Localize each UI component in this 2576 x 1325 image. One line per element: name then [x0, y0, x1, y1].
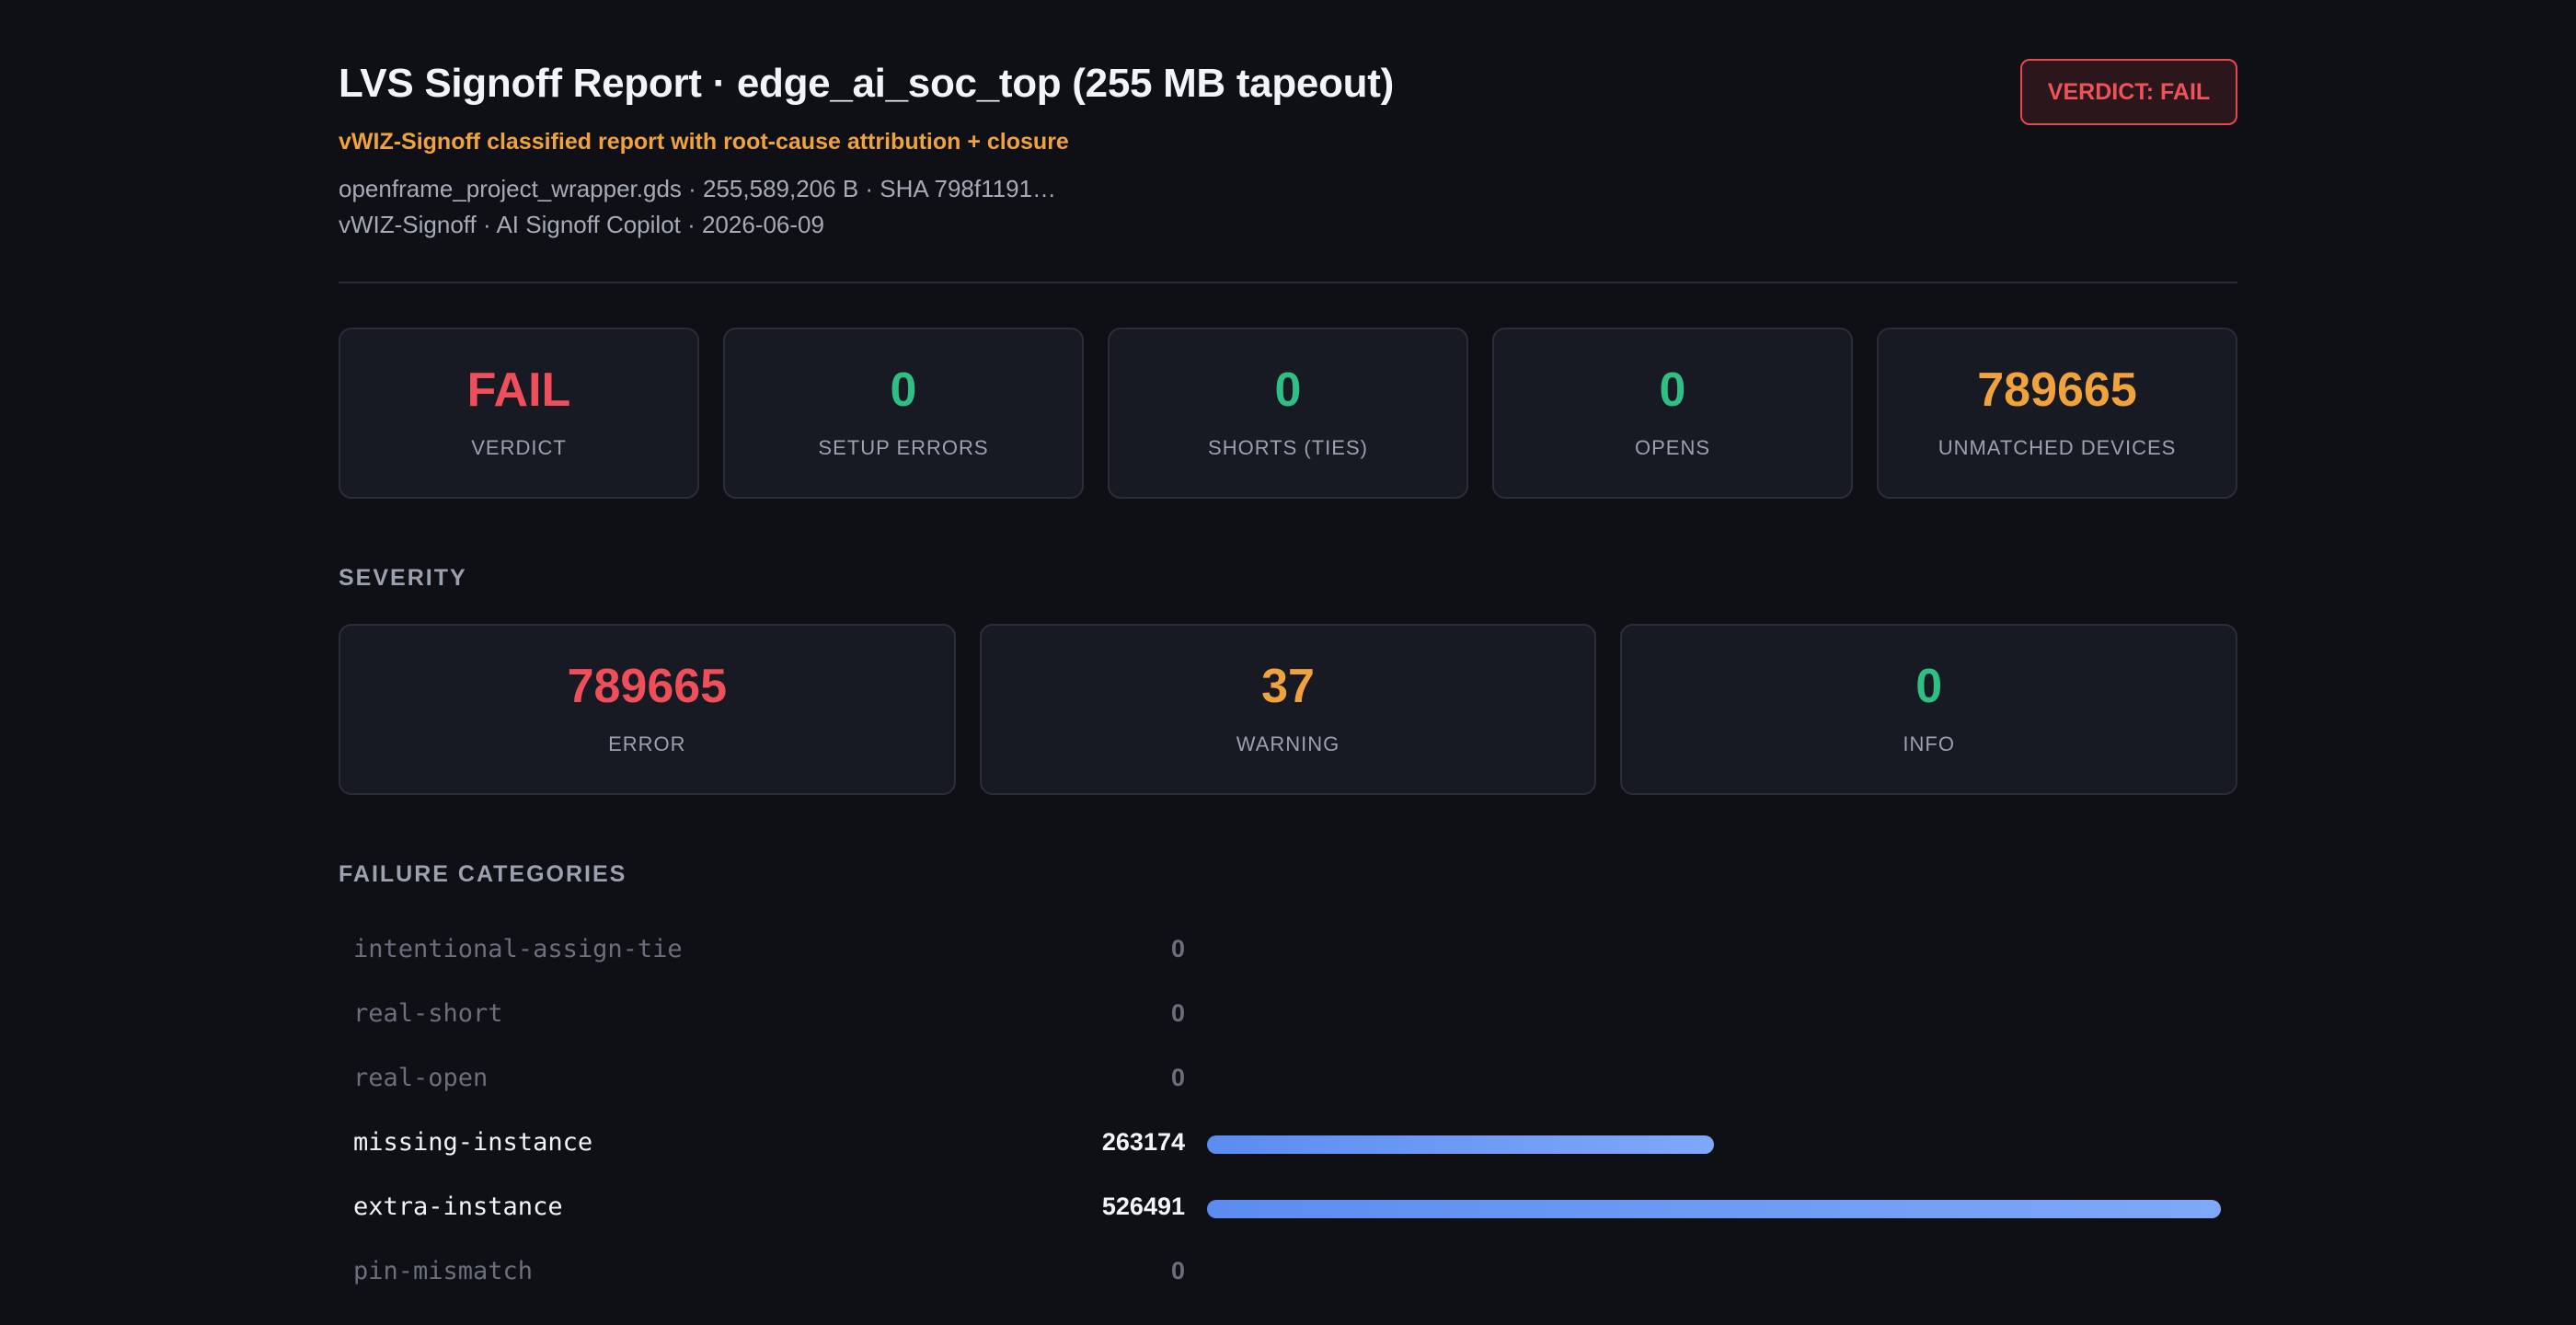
- category-row: missing-instance 263174: [339, 1112, 2237, 1176]
- category-name: intentional-assign-tie: [353, 935, 683, 963]
- category-count: 0: [1170, 999, 1185, 1027]
- report-header: LVS Signoff Report · edge_ai_soc_top (25…: [339, 0, 2237, 283]
- severity-label: INFO: [1903, 732, 1955, 755]
- category-bar-track: [1207, 1264, 2221, 1283]
- category-count: 526491: [1101, 1192, 1185, 1220]
- stat-label: UNMATCHED DEVICES: [1938, 436, 2177, 459]
- stat-label: VERDICT: [471, 436, 567, 459]
- severity-value: 789665: [567, 660, 728, 713]
- severity-label: ERROR: [608, 732, 686, 755]
- severity-heading: SEVERITY: [339, 565, 467, 591]
- stat-card-opens: 0 OPENS: [1492, 328, 1853, 499]
- severity-card-error: 789665 ERROR: [339, 624, 956, 795]
- category-bar-track: [1207, 942, 2221, 961]
- category-count: 0: [1170, 935, 1185, 962]
- page-title: LVS Signoff Report · edge_ai_soc_top (25…: [339, 61, 1394, 106]
- stat-card-setup-errors: 0 SETUP ERRORS: [723, 328, 1084, 499]
- report-page: LVS Signoff Report · edge_ai_soc_top (25…: [339, 0, 2238, 1285]
- category-bar-track: [1207, 1007, 2221, 1025]
- stat-value: 0: [1274, 363, 1302, 417]
- category-name: real-open: [353, 1064, 489, 1092]
- summary-stats: FAIL VERDICT 0 SETUP ERRORS 0 SHORTS (TI…: [339, 328, 2237, 499]
- category-name: pin-mismatch: [353, 1257, 534, 1285]
- category-row: real-open 0: [339, 1047, 2237, 1112]
- stat-value: 0: [1659, 363, 1686, 417]
- stat-value: 0: [890, 363, 917, 417]
- category-bar-track: [1207, 1135, 2221, 1154]
- severity-label: WARNING: [1236, 732, 1340, 755]
- category-bar: [1207, 1200, 2221, 1218]
- category-row: pin-mismatch 0: [339, 1240, 2237, 1305]
- category-count: 0: [1170, 1257, 1185, 1285]
- severity-card-info: 0 INFO: [1620, 624, 2238, 795]
- category-row: extra-instance 526491: [339, 1176, 2237, 1240]
- severity-value: 0: [1915, 660, 1943, 713]
- severity-value: 37: [1261, 660, 1315, 713]
- stat-card-unmatched-devices: 789665 UNMATCHED DEVICES: [1877, 328, 2237, 499]
- failure-categories-heading: FAILURE CATEGORIES: [339, 861, 627, 887]
- category-bar-track: [1207, 1071, 2221, 1089]
- category-name: real-short: [353, 999, 503, 1028]
- stat-label: SETUP ERRORS: [818, 436, 989, 459]
- file-meta: openframe_project_wrapper.gds · 255,589,…: [339, 175, 1057, 202]
- category-name: missing-instance: [353, 1128, 593, 1157]
- failure-categories-list: intentional-assign-tie 0 real-short 0 re…: [339, 918, 2237, 1305]
- category-count: 263174: [1101, 1128, 1185, 1156]
- category-row: intentional-assign-tie 0: [339, 918, 2237, 983]
- category-name: extra-instance: [353, 1192, 563, 1221]
- stat-card-shorts: 0 SHORTS (TIES): [1108, 328, 1468, 499]
- category-count: 0: [1170, 1064, 1185, 1091]
- stat-label: OPENS: [1634, 436, 1711, 459]
- category-bar-track: [1207, 1200, 2221, 1218]
- stat-card-verdict: FAIL VERDICT: [339, 328, 699, 499]
- severity-card-warning: 37 WARNING: [979, 624, 1597, 795]
- tool-meta: vWIZ-Signoff · AI Signoff Copilot · 2026…: [339, 211, 824, 238]
- severity-stats: 789665 ERROR 37 WARNING 0 INFO: [339, 624, 2238, 795]
- category-bar: [1207, 1135, 1714, 1154]
- stat-label: SHORTS (TIES): [1208, 436, 1368, 459]
- report-subtitle: vWIZ-Signoff classified report with root…: [339, 129, 1069, 155]
- stat-value: FAIL: [466, 363, 571, 417]
- category-row: real-short 0: [339, 983, 2237, 1047]
- verdict-badge[interactable]: VERDICT: FAIL: [2020, 59, 2237, 125]
- stat-value: 789665: [1977, 363, 2137, 417]
